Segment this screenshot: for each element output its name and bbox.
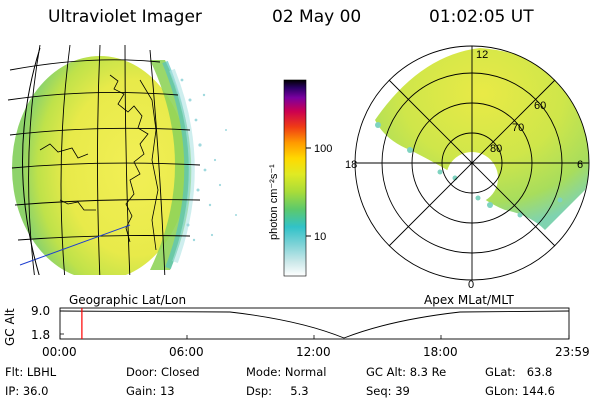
time-tick-0600: 06:00 — [169, 345, 204, 359]
geographic-image — [7, 45, 237, 275]
info-flt: Flt: LBHL — [5, 365, 57, 379]
coastlines — [39, 74, 159, 251]
date-label: 02 May 00 — [272, 7, 362, 27]
info-door: Door: Closed — [126, 365, 200, 379]
info-ip: IP: 36.0 — [5, 384, 49, 398]
altitude-ytick-9: 9.0 — [31, 304, 51, 318]
polar-grid — [354, 45, 590, 281]
altitude-plot-frame — [59, 307, 570, 340]
graticule — [7, 45, 201, 275]
time-tick-1200: 12:00 — [296, 345, 331, 359]
info-gcalt: GC Alt: 8.3 Re — [366, 365, 447, 379]
time-tick-2359: 23:59 — [555, 345, 590, 359]
mlt-label-12: 12 — [476, 49, 488, 61]
instrument-title: Ultraviolet Imager — [48, 7, 202, 27]
lat-label-70: 70 — [512, 122, 524, 134]
colorbar-label: photon cm⁻²s⁻¹ — [268, 164, 280, 240]
earth-disk — [12, 56, 188, 275]
colorbar-tick-10: 10 — [314, 231, 326, 243]
lat-label-60: 60 — [534, 100, 546, 112]
altitude-ylabel: GC Alt — [3, 308, 17, 346]
info-gain: Gain: 13 — [126, 384, 175, 398]
left-panel-caption: Geographic Lat/Lon — [69, 293, 187, 307]
time-tick-0000: 00:00 — [42, 345, 77, 359]
info-glat: GLat: 63.8 — [485, 365, 553, 379]
time-tick-1800: 18:00 — [423, 345, 458, 359]
info-glon: GLon: 144.6 — [485, 384, 555, 398]
mlt-label-0: 0 — [468, 279, 474, 291]
time-label: 01:02:05 UT — [429, 7, 534, 27]
altitude-ytick-1.8: 1.8 — [31, 328, 51, 342]
mlt-label-6: 6 — [577, 159, 583, 171]
glon-line — [19, 224, 131, 266]
auroral-oval — [375, 48, 589, 230]
info-seq: Seq: 39 — [366, 384, 410, 398]
colorbar-scale — [283, 79, 307, 277]
altitude-plot — [59, 307, 570, 340]
mlt-label-18: 18 — [345, 159, 357, 171]
colorbar-tick-100: 100 — [314, 143, 332, 155]
colorbar: 100 10 photon cm⁻²s⁻¹ — [268, 79, 332, 277]
info-mode: Mode: Normal — [246, 365, 327, 379]
speckles — [180, 78, 237, 242]
lat-label-80: 80 — [490, 143, 502, 155]
right-panel-caption: Apex MLat/MLT — [424, 293, 514, 307]
info-dsp: Dsp: 5.3 — [246, 384, 309, 398]
polar-image: 12 18 6 0 60 70 80 — [345, 45, 590, 291]
altitude-curve — [59, 310, 570, 339]
